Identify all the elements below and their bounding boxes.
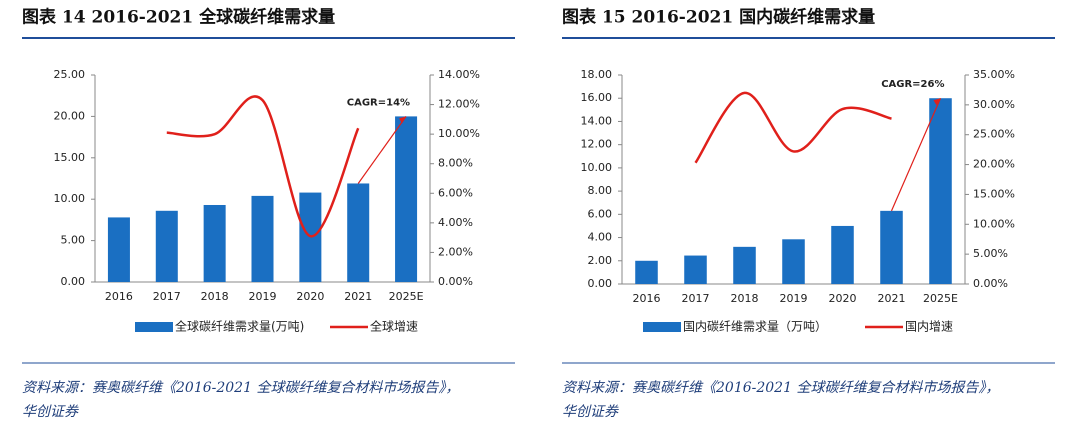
chart-title: 图表 15 2016-2021 国内碳纤维需求量 bbox=[562, 7, 875, 28]
chart-title: 图表 14 2016-2021 全球碳纤维需求量 bbox=[22, 7, 335, 28]
y2-tick-label: 12.00% bbox=[438, 98, 480, 111]
y2-tick-label: 25.00% bbox=[973, 128, 1015, 141]
y2-tick-label: 10.00% bbox=[438, 127, 480, 140]
source-note: 资料来源：赛奥碳纤维《2016-2021 全球碳纤维复合材料市场报告》， bbox=[22, 380, 459, 396]
y-tick-label: 6.00 bbox=[588, 207, 613, 220]
bar bbox=[782, 239, 805, 284]
y-tick-label: 10.00 bbox=[54, 192, 86, 205]
growth-line bbox=[694, 91, 892, 164]
x-tick-label: 2016 bbox=[633, 292, 661, 305]
y-tick-label: 25.00 bbox=[54, 68, 86, 81]
y-tick-label: 18.00 bbox=[581, 68, 613, 81]
y-tick-label: 0.00 bbox=[61, 275, 86, 288]
legend-label: 全球增速 bbox=[370, 319, 418, 334]
legend-label: 国内碳纤维需求量（万吨） bbox=[683, 320, 827, 334]
y-tick-label: 20.00 bbox=[54, 109, 86, 122]
bar bbox=[347, 183, 370, 282]
bar bbox=[395, 116, 418, 283]
bar bbox=[831, 225, 854, 284]
source-note: 华创证券 bbox=[22, 404, 79, 420]
cagr-arrow bbox=[890, 97, 942, 212]
y-tick-label: 15.00 bbox=[54, 151, 86, 164]
x-tick-label: 2019 bbox=[780, 292, 808, 305]
legend-label: 国内增速 bbox=[905, 320, 953, 334]
legend-swatch bbox=[643, 322, 681, 332]
y2-tick-label: 0.00% bbox=[438, 275, 473, 288]
cagr-arrow-head bbox=[933, 98, 941, 106]
cagr-label: CAGR=14% bbox=[347, 97, 410, 108]
bar bbox=[203, 204, 226, 282]
y2-tick-label: 6.00% bbox=[438, 186, 473, 199]
y2-tick-label: 20.00% bbox=[973, 158, 1015, 171]
x-tick-label: 2019 bbox=[249, 290, 277, 303]
y2-tick-label: 15.00% bbox=[973, 187, 1015, 200]
x-tick-label: 2025E bbox=[923, 292, 958, 305]
bar bbox=[733, 246, 756, 284]
x-tick-label: 2016 bbox=[105, 290, 133, 303]
x-tick-label: 2018 bbox=[201, 290, 229, 303]
y-tick-label: 16.00 bbox=[581, 91, 613, 104]
bar bbox=[880, 210, 903, 284]
y2-tick-label: 10.00% bbox=[973, 217, 1015, 230]
x-tick-label: 2020 bbox=[829, 292, 857, 305]
bar bbox=[155, 210, 178, 282]
y-tick-label: 10.00 bbox=[581, 161, 613, 174]
bar bbox=[107, 217, 130, 282]
x-tick-label: 2017 bbox=[682, 292, 710, 305]
cagr-arrow-head bbox=[399, 116, 407, 124]
bar bbox=[684, 255, 707, 284]
y2-tick-label: 5.00% bbox=[973, 247, 1008, 260]
bar bbox=[929, 98, 952, 284]
y2-tick-label: 4.00% bbox=[438, 216, 473, 229]
legend-swatch bbox=[135, 322, 173, 332]
x-tick-label: 2021 bbox=[878, 292, 906, 305]
x-tick-label: 2017 bbox=[153, 290, 181, 303]
legend-label: 全球碳纤维需求量(万吨) bbox=[175, 319, 304, 334]
bar bbox=[635, 260, 658, 284]
y2-tick-label: 14.00% bbox=[438, 68, 480, 81]
x-tick-label: 2020 bbox=[296, 290, 324, 303]
cagr-arrow bbox=[357, 116, 407, 184]
x-tick-label: 2025E bbox=[389, 290, 424, 303]
bar bbox=[251, 195, 274, 282]
y-tick-label: 8.00 bbox=[588, 184, 613, 197]
y2-tick-label: 35.00% bbox=[973, 68, 1015, 81]
y-tick-label: 0.00 bbox=[588, 277, 613, 290]
y-tick-label: 2.00 bbox=[588, 254, 613, 267]
source-note: 华创证券 bbox=[562, 404, 619, 420]
source-note: 资料来源：赛奥碳纤维《2016-2021 全球碳纤维复合材料市场报告》， bbox=[562, 380, 999, 396]
growth-line bbox=[166, 95, 360, 238]
x-tick-label: 2018 bbox=[731, 292, 759, 305]
y-tick-label: 12.00 bbox=[581, 138, 613, 151]
y2-tick-label: 0.00% bbox=[973, 277, 1008, 290]
y2-tick-label: 30.00% bbox=[973, 98, 1015, 111]
y2-tick-label: 2.00% bbox=[438, 245, 473, 258]
y-tick-label: 14.00 bbox=[581, 114, 613, 127]
cagr-label: CAGR=26% bbox=[881, 79, 944, 90]
y-tick-label: 5.00 bbox=[61, 234, 86, 247]
y2-tick-label: 8.00% bbox=[438, 157, 473, 170]
x-tick-label: 2021 bbox=[344, 290, 372, 303]
y-tick-label: 4.00 bbox=[588, 231, 613, 244]
